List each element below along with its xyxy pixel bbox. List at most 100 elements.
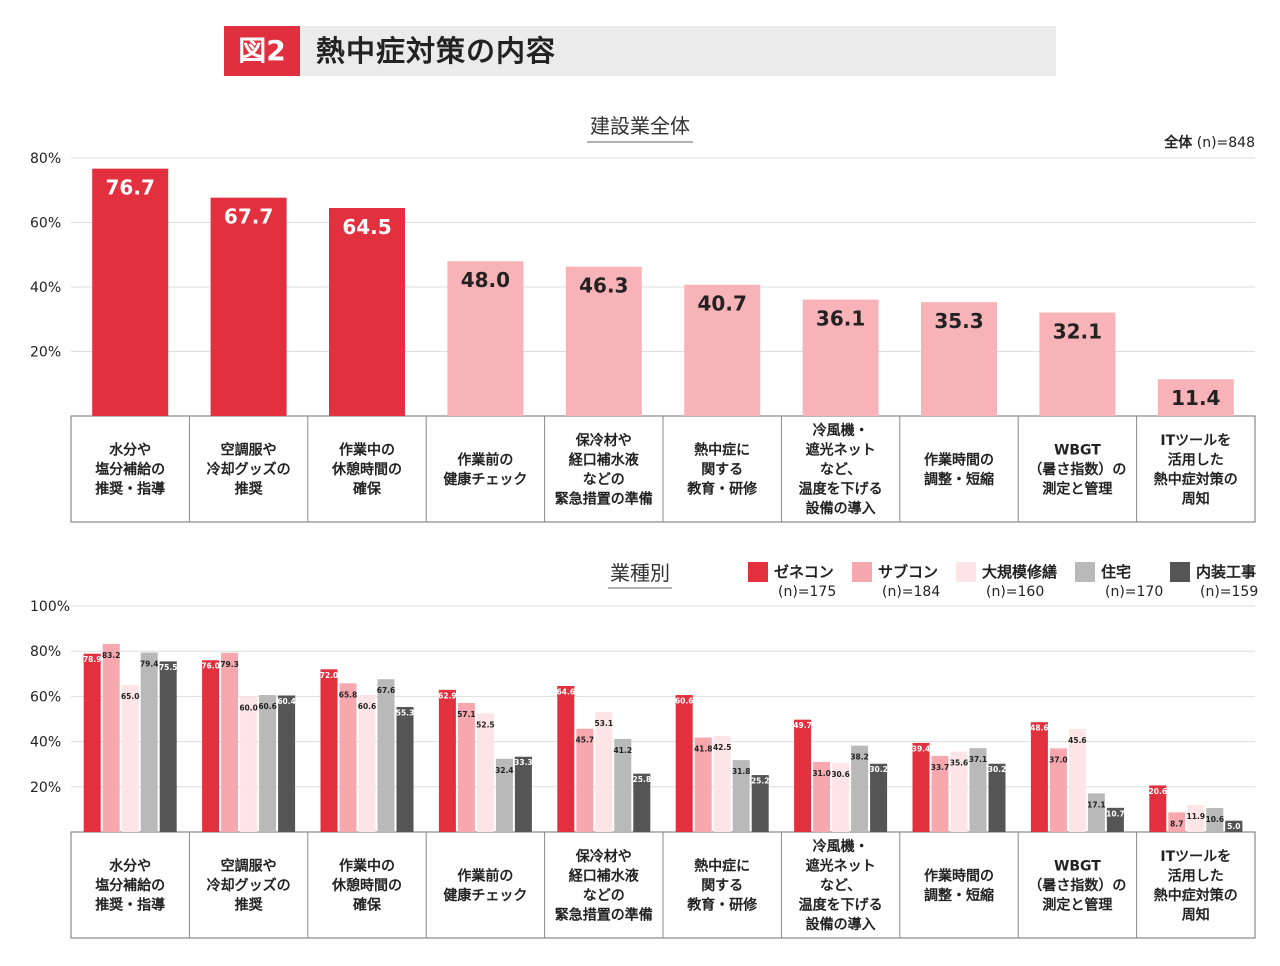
chart1-category-label-line: 推奨 <box>235 481 264 498</box>
chart2-bar <box>83 653 101 832</box>
chart2-bar-value-label: 60.6 <box>258 702 277 711</box>
chart2-bar-value-label: 37.0 <box>1049 755 1068 764</box>
chart2-bar-value-label: 25.8 <box>633 775 652 784</box>
legend-series-n: (n)=159 <box>1200 584 1258 600</box>
chart2-bar <box>832 762 850 832</box>
chart2-category-label-line: WBGT <box>1054 859 1101 875</box>
chart2-bar <box>1049 748 1067 832</box>
chart2-bar <box>633 773 651 832</box>
chart2-category-label-line: などの <box>583 888 625 904</box>
chart1-bar-value-label: 67.7 <box>224 205 273 229</box>
legend-swatch <box>852 562 872 582</box>
chart2-category-label: 空調服や冷却グッズの推奨 <box>207 858 291 914</box>
legend-series-n: (n)=170 <box>1105 584 1163 600</box>
chart2-category-label-line: 熱中症対策の <box>1154 887 1238 904</box>
chart2-bar <box>1187 805 1205 832</box>
chart1-bar-value-label: 48.0 <box>461 268 510 292</box>
chart2-bar-label-bg <box>557 687 575 697</box>
chart2-bar-value-label: 30.2 <box>988 765 1007 774</box>
chart1-category-label-line: 冷却グッズの <box>207 461 291 478</box>
chart2-bar-value-label: 57.1 <box>457 710 476 719</box>
chart1-category-label: 作業時間の調整・短縮 <box>924 451 994 488</box>
chart1-category-label-line: 作業前の <box>457 451 513 468</box>
chart2-bar <box>595 711 613 832</box>
chart2-bar <box>851 745 869 832</box>
figure-title: 熱中症対策の内容 <box>316 34 557 68</box>
legend-series-n: (n)=175 <box>778 584 836 600</box>
figure-badge: 図2 <box>224 26 300 76</box>
chart2-bar-label-bg <box>278 696 296 706</box>
chart1-category-label-line: 空調服や <box>221 442 277 459</box>
chart2-bar <box>278 695 296 832</box>
chart1-ytick-label: 60% <box>30 216 61 232</box>
chart1-bar <box>565 266 642 416</box>
chart2-category-label-line: 遮光ネット <box>806 858 876 875</box>
chart2-bar-label-bg <box>159 662 177 672</box>
chart2-bar <box>259 695 277 832</box>
legend-series-name: ゼネコン <box>774 563 834 581</box>
chart1-bar-value-label: 40.7 <box>698 292 747 316</box>
chart1-category-label: 作業中の休憩時間の確保 <box>331 442 402 498</box>
chart2-bar <box>1168 812 1186 832</box>
chart2-bar <box>950 751 968 832</box>
chart1-category-label-line: （暑さ指数）の <box>1028 461 1126 478</box>
chart2-bar-label-bg <box>83 654 101 664</box>
chart1-bar-value-label: 64.5 <box>342 215 391 239</box>
chart1-category-label: 保冷材や経口補水液などの緊急措置の準備 <box>555 432 653 508</box>
chart2-category-label-line: 確保 <box>353 897 382 914</box>
chart2-bar <box>1206 808 1224 832</box>
chart2-bar <box>969 748 987 832</box>
chart1-category-label-line: 作業中の <box>339 442 395 459</box>
chart1-category-label-line: 調整・短縮 <box>924 471 994 488</box>
chart1-bar <box>802 299 879 416</box>
chart2-category-label-line: 休憩時間の <box>331 877 402 894</box>
chart2-bar-value-label: 83.2 <box>102 651 121 660</box>
legend-swatch <box>748 562 768 582</box>
chart2-category-label-line: 熱中症に <box>694 858 750 875</box>
chart2-category-label-line: 緊急措置の準備 <box>555 906 653 923</box>
chart2-bar-value-label: 65.8 <box>339 690 358 699</box>
chart2-bar-label-bg <box>514 757 532 767</box>
chart2-category-label-line: 活用した <box>1168 867 1224 884</box>
chart2-bar-label-bg <box>794 720 812 730</box>
chart1-bar <box>92 168 169 416</box>
chart2-bar-label-bg <box>912 743 930 753</box>
chart2-category-label: WBGT （暑さ指数）の測定と管理 <box>1028 859 1126 914</box>
chart2-bar <box>694 737 712 832</box>
chart1-category-label-line: 水分や <box>109 442 151 459</box>
chart2-category-label-line: 作業中の <box>339 858 395 875</box>
chart1-bar <box>447 261 524 416</box>
chart2-category-label-line: など、 <box>820 878 861 894</box>
chart2-category-label-line: 推奨 <box>235 897 264 914</box>
chart2-ytick-label: 60% <box>30 689 61 705</box>
chart2-bar-value-label: 11.9 <box>1187 812 1206 821</box>
chart1-ytick-label: 80% <box>30 151 61 167</box>
chart1-category-label: 熱中症に関する教育・研修 <box>687 442 758 498</box>
chart2-bar <box>1087 793 1105 832</box>
chart2-bar-value-label: 33.3 <box>514 758 533 767</box>
chart2-bar-value-label: 79.3 <box>220 660 239 669</box>
chart1-category-label: 水分や塩分補給の推奨・指導 <box>95 442 165 498</box>
chart2-bar <box>339 683 357 832</box>
chart2-category-label-line: 経口補水液 <box>569 867 640 884</box>
chart2-bar <box>102 643 120 832</box>
chart2-bar-value-label: 60.4 <box>277 697 296 706</box>
chart2-bar-value-label: 42.5 <box>713 743 732 752</box>
chart2-category-label: 保冷材や経口補水液などの緊急措置の準備 <box>555 848 653 924</box>
chart1-category-label: 空調服や冷却グッズの推奨 <box>207 442 291 498</box>
chart1-category-label-line: 作業時間の <box>924 451 994 468</box>
chart1-ytick-label: 40% <box>30 280 61 296</box>
chart2-bar <box>358 695 376 832</box>
chart1-category-label: WBGT （暑さ指数）の測定と管理 <box>1028 443 1126 498</box>
chart2-category-label-line: 作業前の <box>457 867 513 884</box>
chart2-bar <box>557 686 575 832</box>
chart2-bar <box>240 696 258 832</box>
chart1-bar <box>1157 379 1234 416</box>
chart2-bar-value-label: 38.2 <box>850 753 869 762</box>
chart2-bar-value-label: 60.6 <box>675 697 694 706</box>
chart1-ytick-label: 20% <box>30 345 61 361</box>
chart2-bar-value-label: 35.6 <box>950 759 969 768</box>
chart2-bar <box>931 755 949 832</box>
chart2-bar-label-bg <box>870 764 888 774</box>
